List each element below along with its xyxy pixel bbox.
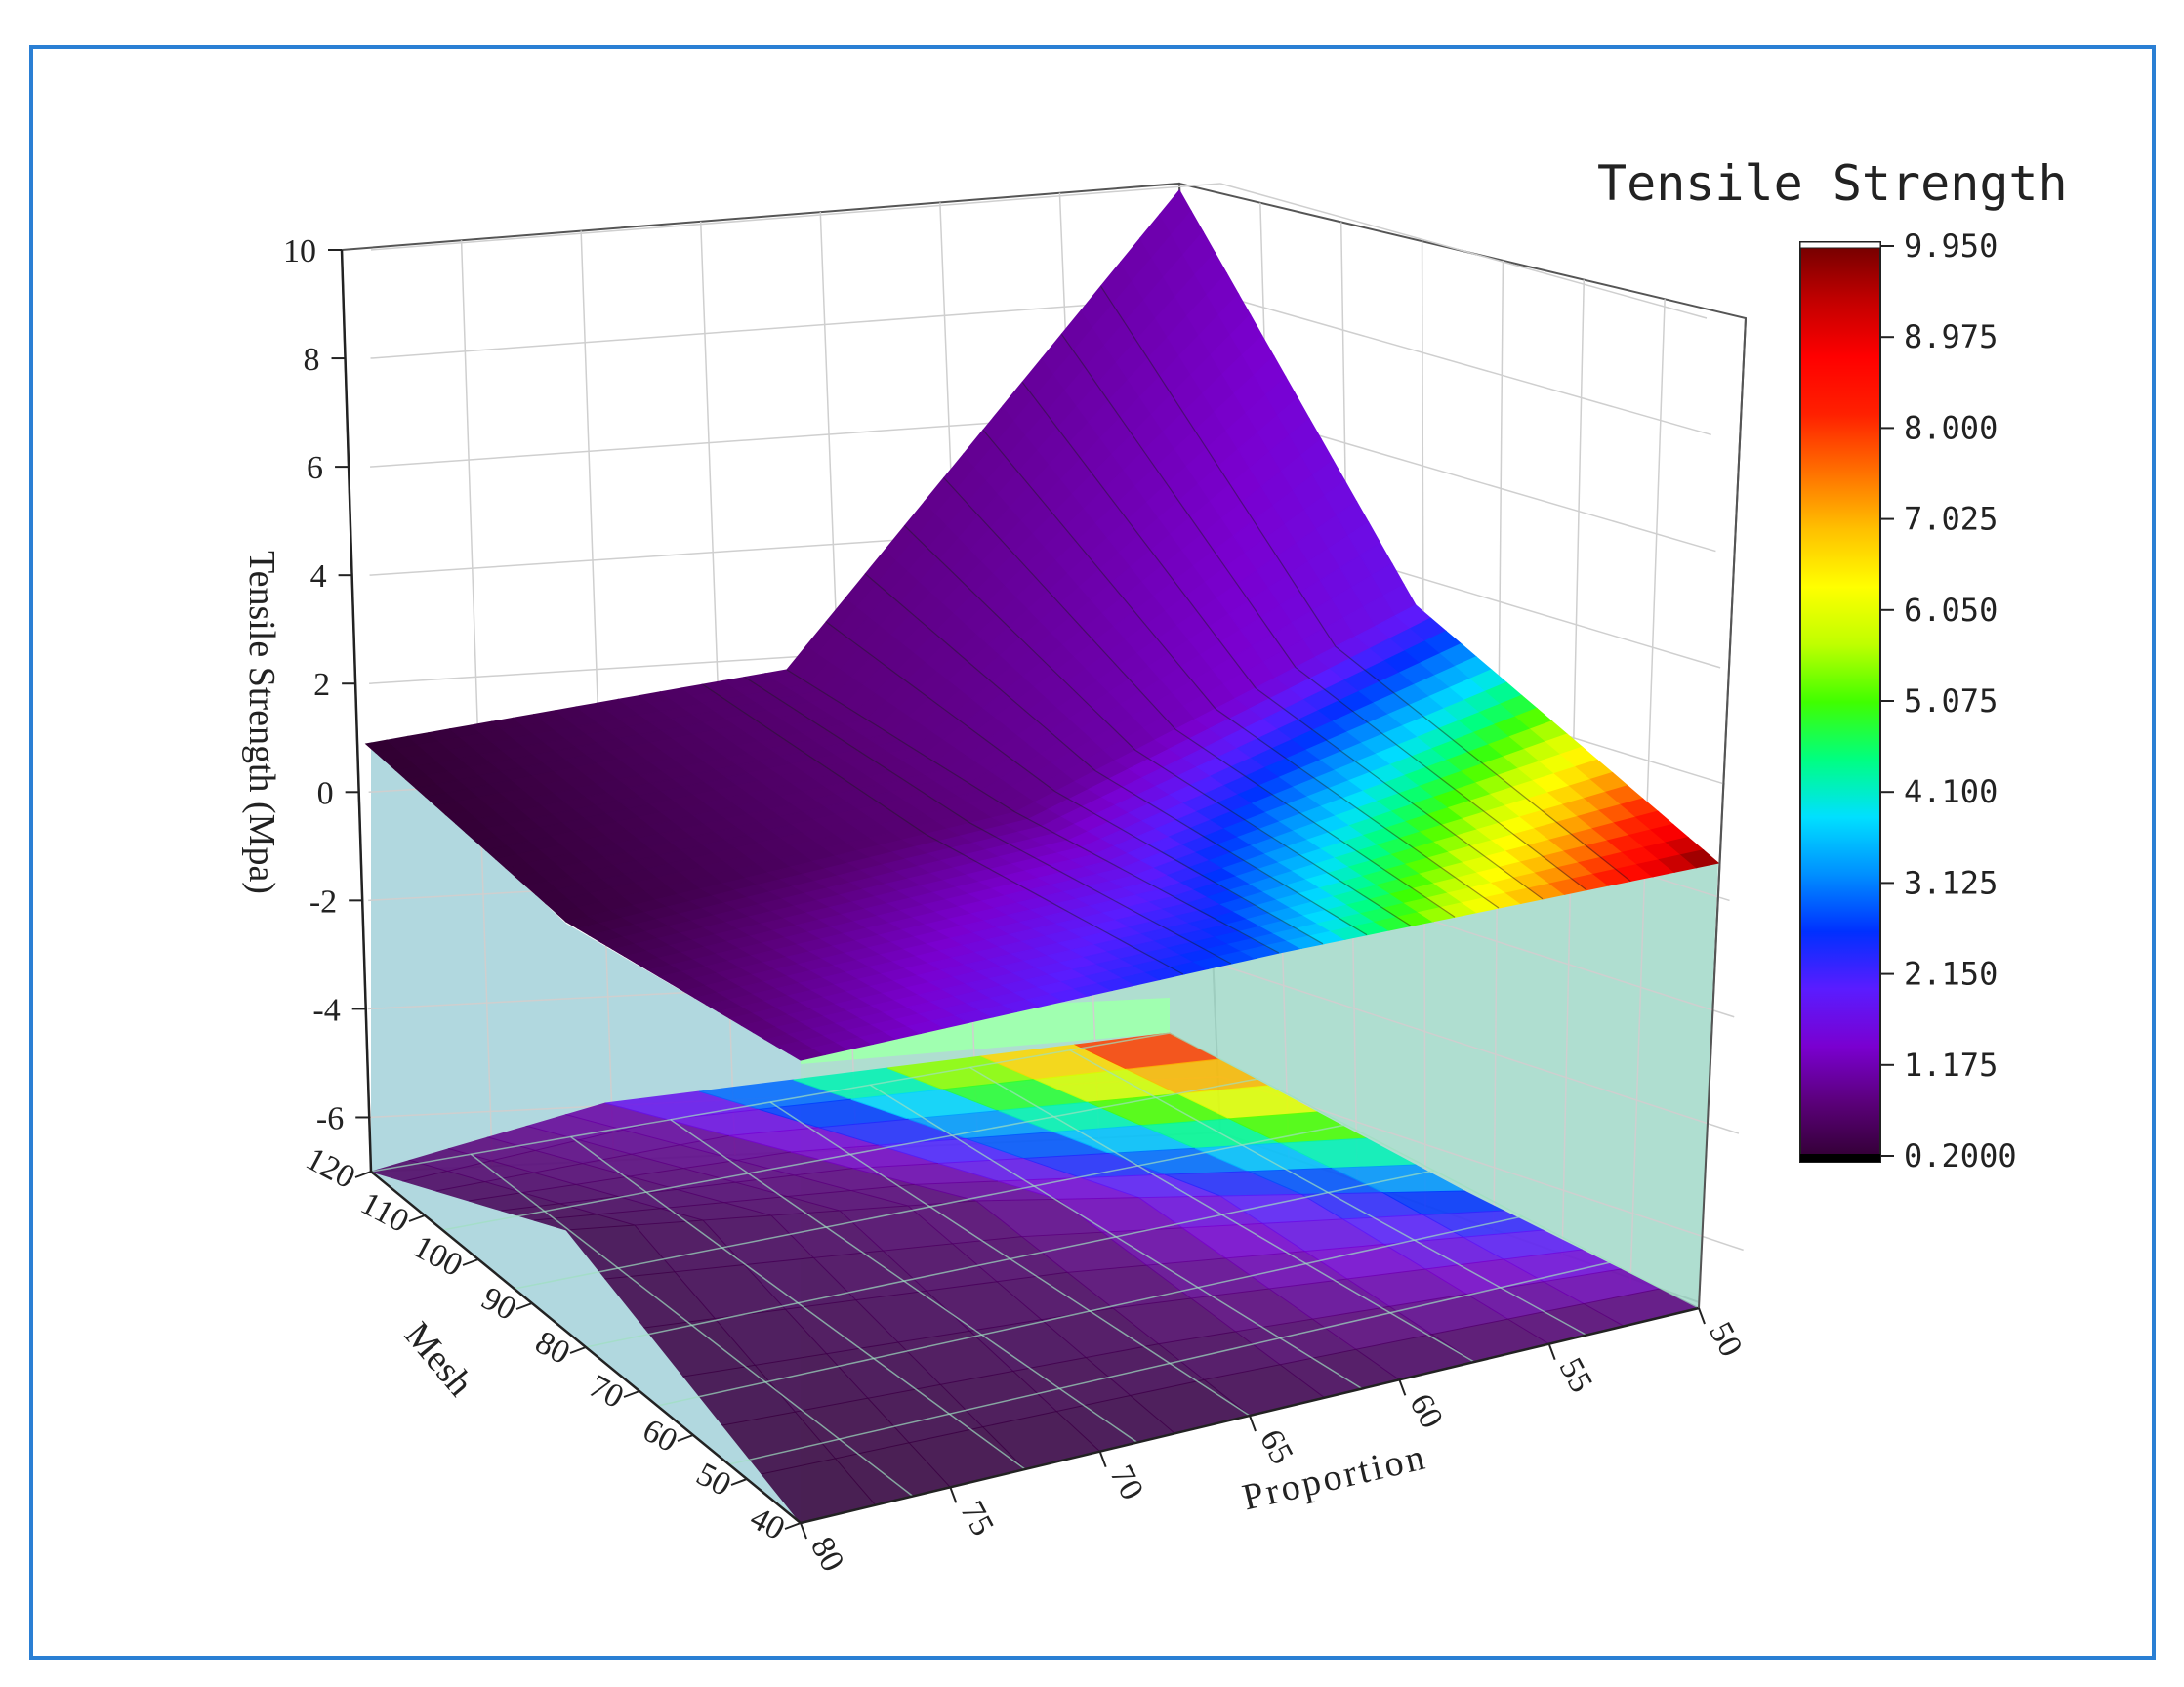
floor-gridline [514, 1124, 1346, 1290]
colorbar-tick-label: 6.050 [1904, 592, 1998, 629]
mesh-tick-mark [569, 1346, 587, 1354]
left-wall-vertical-gridline [460, 240, 494, 1167]
floor-gridline [657, 1215, 1523, 1407]
contour-line [1100, 285, 1631, 882]
colorbar-bottom-cap [1800, 1154, 1880, 1162]
right-wall-gridline [1219, 183, 1708, 319]
colorbar-tick-label: 7.025 [1904, 501, 1998, 538]
proportion-tick-mark [1249, 1415, 1257, 1432]
contour-line [1021, 382, 1544, 900]
contour-line [744, 677, 1232, 965]
z-tick-label: 10 [283, 233, 316, 269]
contour-line [943, 477, 1456, 918]
z-tick-label: 8 [304, 342, 320, 378]
z-axis-line [340, 249, 373, 1173]
floor-gridline [728, 1261, 1611, 1465]
mesh-tick-mark [462, 1258, 479, 1266]
floor-projection [369, 1032, 1701, 1524]
colorbar-tick-label: 3.125 [1904, 864, 1998, 901]
mesh-tick-mark [515, 1302, 533, 1310]
contour-line [982, 430, 1500, 909]
mesh-tick-mark [408, 1214, 426, 1222]
colorbar-title: Tensile Strength [1597, 155, 2068, 212]
z-tick-label: 2 [313, 667, 330, 703]
proportion-tick-mark [800, 1522, 807, 1540]
mesh-tick-mark [354, 1171, 372, 1178]
right-wall-gridline [1219, 964, 1740, 1134]
floor-gridline [585, 1170, 1435, 1348]
colorbar-legend: 9.950 8.975 8.000 7.025 6.050 5.075 4.100 3.125… [1597, 155, 2068, 1174]
mesh-tick-mark [623, 1390, 640, 1398]
left-wall-gridline [370, 183, 1221, 251]
contour-line [702, 683, 1184, 975]
colorbar-tick-label: 2.150 [1904, 956, 1998, 993]
mesh-tick-mark [784, 1522, 802, 1530]
z-tick-label: 4 [310, 558, 327, 595]
z-tick-label: -2 [309, 884, 337, 920]
contour-line [825, 621, 1324, 945]
z-tick-label: 6 [307, 450, 323, 486]
colorbar-tick-label: 4.100 [1904, 773, 1998, 810]
colorbar-top-cap [1799, 241, 1881, 249]
colorbar-tick-label: 9.950 [1904, 227, 1998, 265]
colorbar-tick-label: 5.075 [1904, 682, 1998, 720]
left-wall-gridline [370, 294, 1221, 359]
z-tick-label: 0 [317, 775, 334, 811]
colorbar-tick-label: 1.175 [1904, 1047, 1998, 1084]
proportion-tick-mark [1098, 1451, 1107, 1468]
contour-line [904, 525, 1412, 926]
colorbar-tick-label: 8.000 [1904, 409, 1998, 446]
z-tick-label: -4 [312, 992, 340, 1028]
floor-gridline [442, 1078, 1258, 1231]
z-axis-title: Tensile Strength (Mpa) [241, 551, 282, 894]
proportion-tick-mark [949, 1486, 958, 1503]
right-wall-vertical-gridline [1629, 299, 1666, 1284]
right-frame-line [1698, 317, 1747, 1309]
right-wall-gridline [1219, 294, 1711, 436]
proportion-tick-mark [1547, 1343, 1556, 1361]
colorbar [1799, 241, 1881, 1163]
colorbar-tick-label: 0.2000 [1904, 1137, 2017, 1174]
colorbar-tick-label: 8.975 [1904, 318, 1998, 355]
contour-line [1060, 333, 1587, 891]
contour-line [865, 573, 1368, 936]
surface-plot [364, 188, 1720, 1061]
z-tick-label: -6 [316, 1100, 344, 1136]
floor-gridline [370, 1032, 1171, 1173]
right-wall-gridline [1219, 1076, 1744, 1252]
mesh-tick-mark [730, 1478, 748, 1486]
left-wall-vertical-gridline [580, 230, 615, 1161]
proportion-tick-mark [1698, 1307, 1706, 1325]
proportion-tick-mark [1398, 1378, 1407, 1396]
contour-line [786, 669, 1280, 954]
mesh-tick-mark [677, 1434, 694, 1442]
surface-cell [1679, 849, 1720, 869]
